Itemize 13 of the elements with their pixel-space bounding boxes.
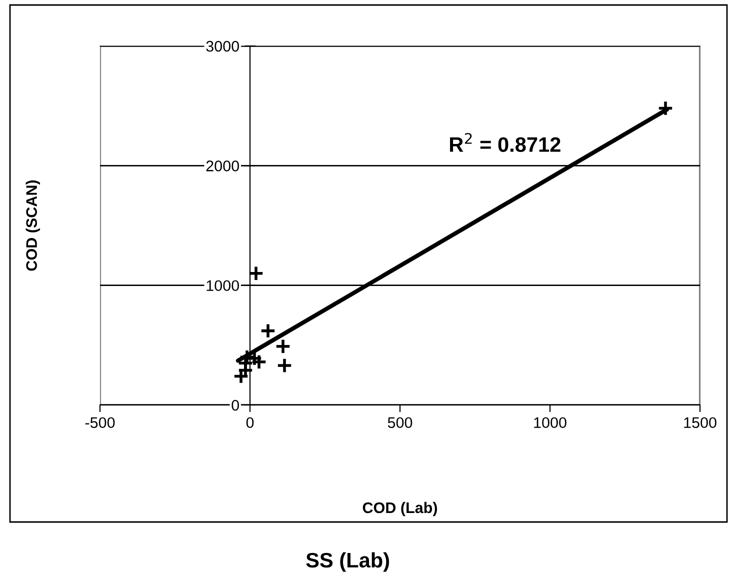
y-tick-label: 1000 xyxy=(206,280,239,292)
annotation: R$^{2}$ = 0.8712 xyxy=(450,132,560,152)
x-tick-label: 500 xyxy=(388,417,412,428)
y-tick-label: 3000 xyxy=(206,40,239,52)
y-axis-title: COD (SCAN) xyxy=(26,180,40,271)
x-axis-title: COD (Lab) xyxy=(362,502,438,516)
text: SS (Lab) xyxy=(306,552,390,572)
x-tick-label: 0 xyxy=(246,417,254,428)
x-tick-label: 1500 xyxy=(684,417,716,428)
y-tick-label: 2000 xyxy=(206,160,239,172)
y-tick-label: 0 xyxy=(232,400,239,411)
x-tick-label: 1000 xyxy=(534,417,566,428)
x-tick-label: -500 xyxy=(85,417,115,428)
